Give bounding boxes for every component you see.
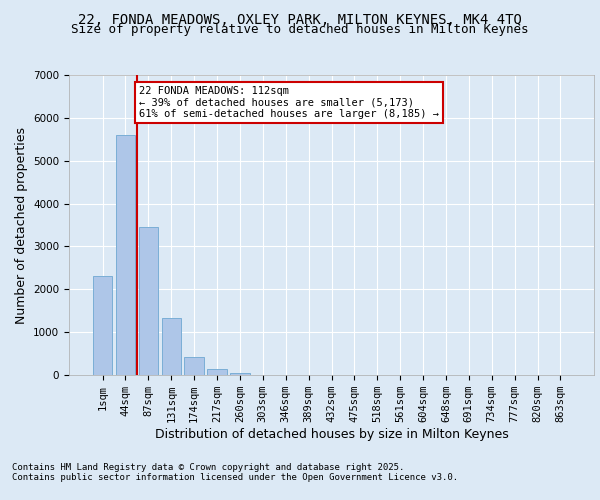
Bar [93, 276, 112, 375]
Bar [161, 318, 181, 375]
Text: 22, FONDA MEADOWS, OXLEY PARK, MILTON KEYNES, MK4 4TQ: 22, FONDA MEADOWS, OXLEY PARK, MILTON KE… [78, 12, 522, 26]
Bar [230, 373, 250, 375]
Text: 22 FONDA MEADOWS: 112sqm
← 39% of detached houses are smaller (5,173)
61% of sem: 22 FONDA MEADOWS: 112sqm ← 39% of detach… [139, 86, 439, 119]
Text: Contains HM Land Registry data © Crown copyright and database right 2025.: Contains HM Land Registry data © Crown c… [12, 462, 404, 471]
Bar [116, 135, 135, 375]
Text: Size of property relative to detached houses in Milton Keynes: Size of property relative to detached ho… [71, 22, 529, 36]
X-axis label: Distribution of detached houses by size in Milton Keynes: Distribution of detached houses by size … [155, 428, 508, 441]
Bar [139, 227, 158, 375]
Bar [208, 370, 227, 375]
Y-axis label: Number of detached properties: Number of detached properties [14, 126, 28, 324]
Bar [184, 357, 204, 375]
Text: Contains public sector information licensed under the Open Government Licence v3: Contains public sector information licen… [12, 472, 458, 482]
